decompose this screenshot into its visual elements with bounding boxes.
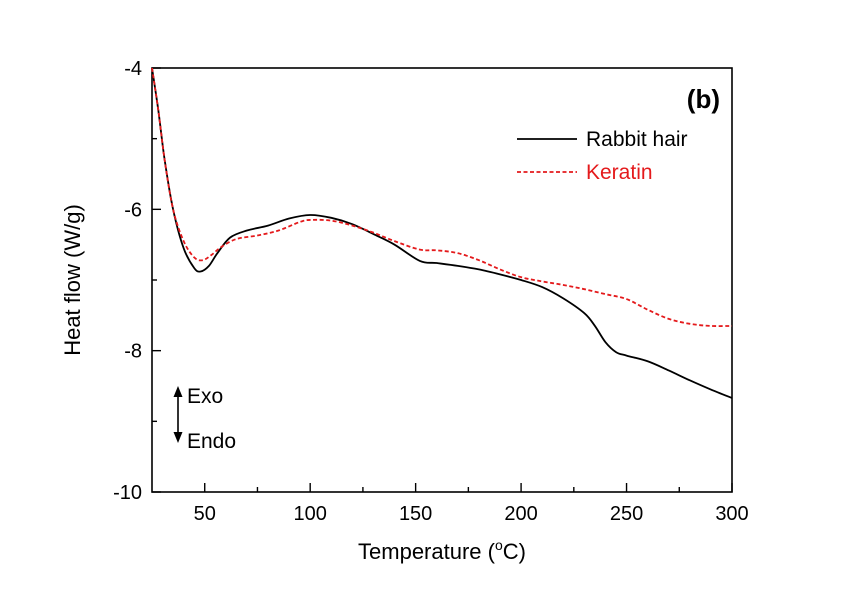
legend-label-keratin: Keratin (586, 161, 653, 184)
endo-arrow-head-icon (173, 432, 183, 443)
x-tick-label: 50 (194, 503, 216, 525)
y-axis-title: Heat flow (W/g) (60, 204, 85, 356)
y-tick-label: -6 (124, 199, 142, 221)
series-line-keratin (151, 67, 733, 327)
x-axis-title-degree: o (495, 537, 503, 553)
x-axis-title-main: Temperature ( (358, 539, 496, 564)
exo-endo-indicator: Exo Endo (173, 385, 236, 453)
panel-label: (b) (687, 84, 720, 114)
legend: Rabbit hair Keratin (517, 128, 688, 184)
x-tick-label: 250 (610, 503, 643, 525)
series-line-rabbit-hair (151, 67, 733, 399)
x-axis-title: Temperature (oC) (358, 537, 526, 564)
exo-arrow-head-icon (173, 386, 183, 397)
ticks: 50 100 150 200 250 300 -10 -8 -6 -4 (113, 58, 749, 525)
x-tick-label: 300 (715, 503, 748, 525)
exo-label: Exo (187, 385, 223, 408)
endo-label: Endo (187, 430, 236, 453)
x-tick-label: 100 (293, 503, 326, 525)
y-tick-label: -4 (124, 58, 142, 80)
x-tick-label: 200 (504, 503, 537, 525)
legend-label-rabbit-hair: Rabbit hair (586, 128, 688, 151)
y-tick-label: -10 (113, 482, 142, 504)
x-tick-label: 150 (399, 503, 432, 525)
y-tick-label: -8 (124, 341, 142, 363)
series-layer (151, 67, 733, 399)
x-axis-title-unit: C) (503, 539, 526, 564)
